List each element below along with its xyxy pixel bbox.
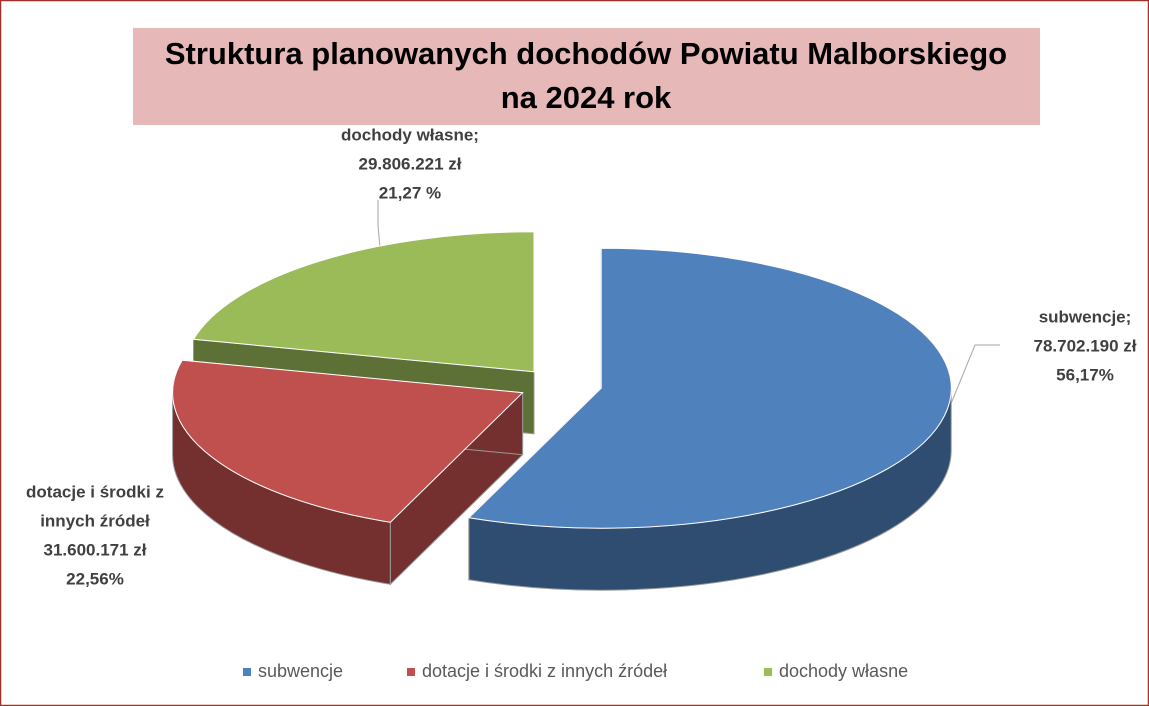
legend-label: dochody własne (779, 661, 908, 681)
data-label-name: dochody własne; (341, 125, 479, 144)
data-label-percent: 21,27 % (379, 183, 441, 202)
chart-title: na 2024 rok (501, 80, 672, 115)
slice-top (172, 359, 524, 523)
legend-marker (243, 668, 251, 676)
data-label-name: dotacje i środki z (26, 482, 164, 501)
legend-label: dotacje i środki z innych źródeł (422, 661, 667, 681)
data-label-name: subwencje; (1039, 307, 1132, 326)
data-label-value: 29.806.221 zł (358, 154, 461, 173)
data-label-value: 78.702.190 zł (1033, 336, 1136, 355)
title-box (133, 28, 1040, 125)
chart-title: Struktura planowanych dochodów Powiatu M… (165, 36, 1007, 71)
slice-top (192, 231, 535, 373)
legend-marker (764, 668, 772, 676)
legend-label: subwencje (258, 661, 343, 681)
leader-line (377, 200, 381, 249)
data-label-percent: 22,56% (66, 569, 124, 588)
data-label-name: innych źródeł (40, 511, 150, 530)
data-label-percent: 56,17% (1056, 365, 1114, 384)
legend-marker (407, 668, 415, 676)
data-label-value: 31.600.171 zł (43, 540, 146, 559)
slice-top (467, 247, 952, 529)
